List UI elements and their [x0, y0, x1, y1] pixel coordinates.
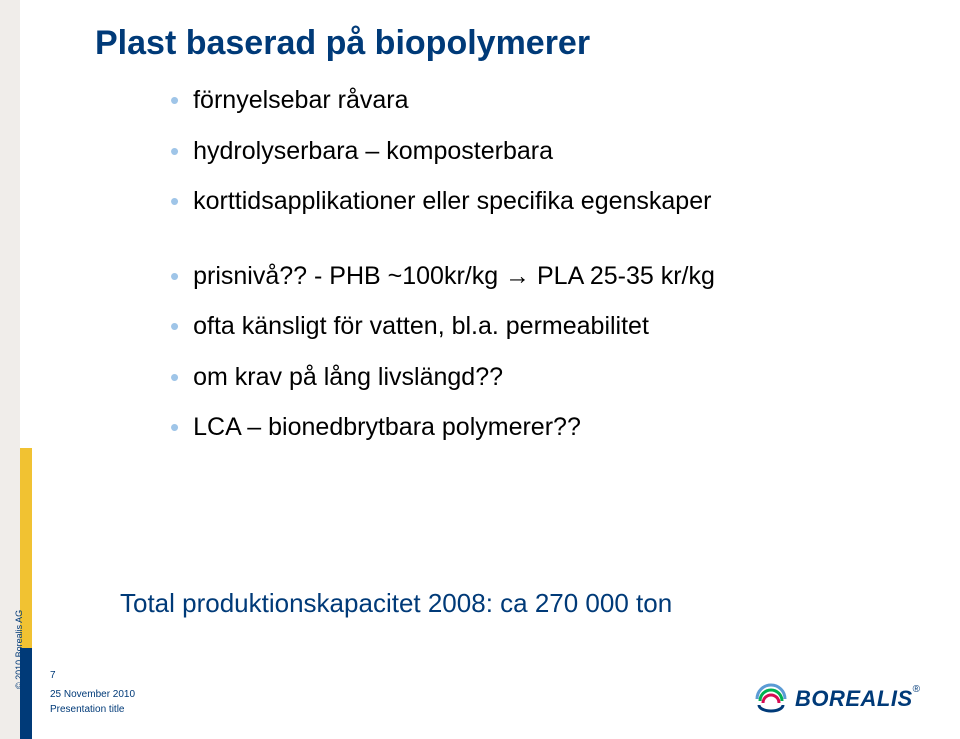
slide-title: Plast baserad på biopolymerer — [95, 24, 590, 63]
bullet-text: hydrolyserbara – komposterbara — [193, 135, 553, 168]
bullet-text: förnyelsebar råvara — [193, 84, 408, 117]
bullet-item: • förnyelsebar råvara — [170, 84, 890, 117]
page-number: 7 — [50, 668, 135, 683]
logo-mark-icon — [753, 681, 789, 717]
logo-registered-icon: ® — [913, 684, 920, 695]
bullet-text: ofta känsligt för vatten, bl.a. permeabi… — [193, 310, 649, 343]
bullet-dot-icon: • — [170, 411, 179, 444]
bullet-item: • ofta känsligt för vatten, bl.a. permea… — [170, 310, 890, 343]
bullet-text: LCA – bionedbrytbara polymerer?? — [193, 411, 581, 444]
bullet-text: prisnivå?? - PHB ~100kr/kg → PLA 25-35 k… — [193, 260, 715, 293]
bullet-dot-icon: • — [170, 310, 179, 343]
footer: 7 25 November 2010 Presentation title — [50, 668, 135, 717]
bullet-item: • LCA – bionedbrytbara polymerer?? — [170, 411, 890, 444]
bullet-dot-icon: • — [170, 361, 179, 394]
spacer — [170, 236, 890, 260]
bullet-text: korttidsapplikationer eller specifika eg… — [193, 185, 711, 218]
logo-text: BOREALIS — [795, 686, 913, 712]
slide-content: • förnyelsebar råvara • hydrolyserbara –… — [170, 84, 890, 462]
bullet-item: • korttidsapplikationer eller specifika … — [170, 185, 890, 218]
bullet-item: • om krav på lång livslängd?? — [170, 361, 890, 394]
bullet-dot-icon: • — [170, 135, 179, 168]
borealis-logo: BOREALIS ® — [753, 681, 920, 717]
bullet-text: om krav på lång livslängd?? — [193, 361, 503, 394]
bullet-item: • prisnivå?? - PHB ~100kr/kg → PLA 25-35… — [170, 260, 890, 293]
total-production-line: Total produktionskapacitet 2008: ca 270 … — [120, 588, 672, 619]
bullet-dot-icon: • — [170, 84, 179, 117]
bullet-dot-icon: • — [170, 185, 179, 218]
bullet-item: • hydrolyserbara – komposterbara — [170, 135, 890, 168]
footer-title: Presentation title — [50, 702, 135, 717]
bullet-dot-icon: • — [170, 260, 179, 293]
slide: © 2010 Borealis AG Plast baserad på biop… — [0, 0, 960, 739]
footer-date: 25 November 2010 — [50, 687, 135, 702]
copyright-text: © 2010 Borealis AG — [14, 610, 24, 689]
